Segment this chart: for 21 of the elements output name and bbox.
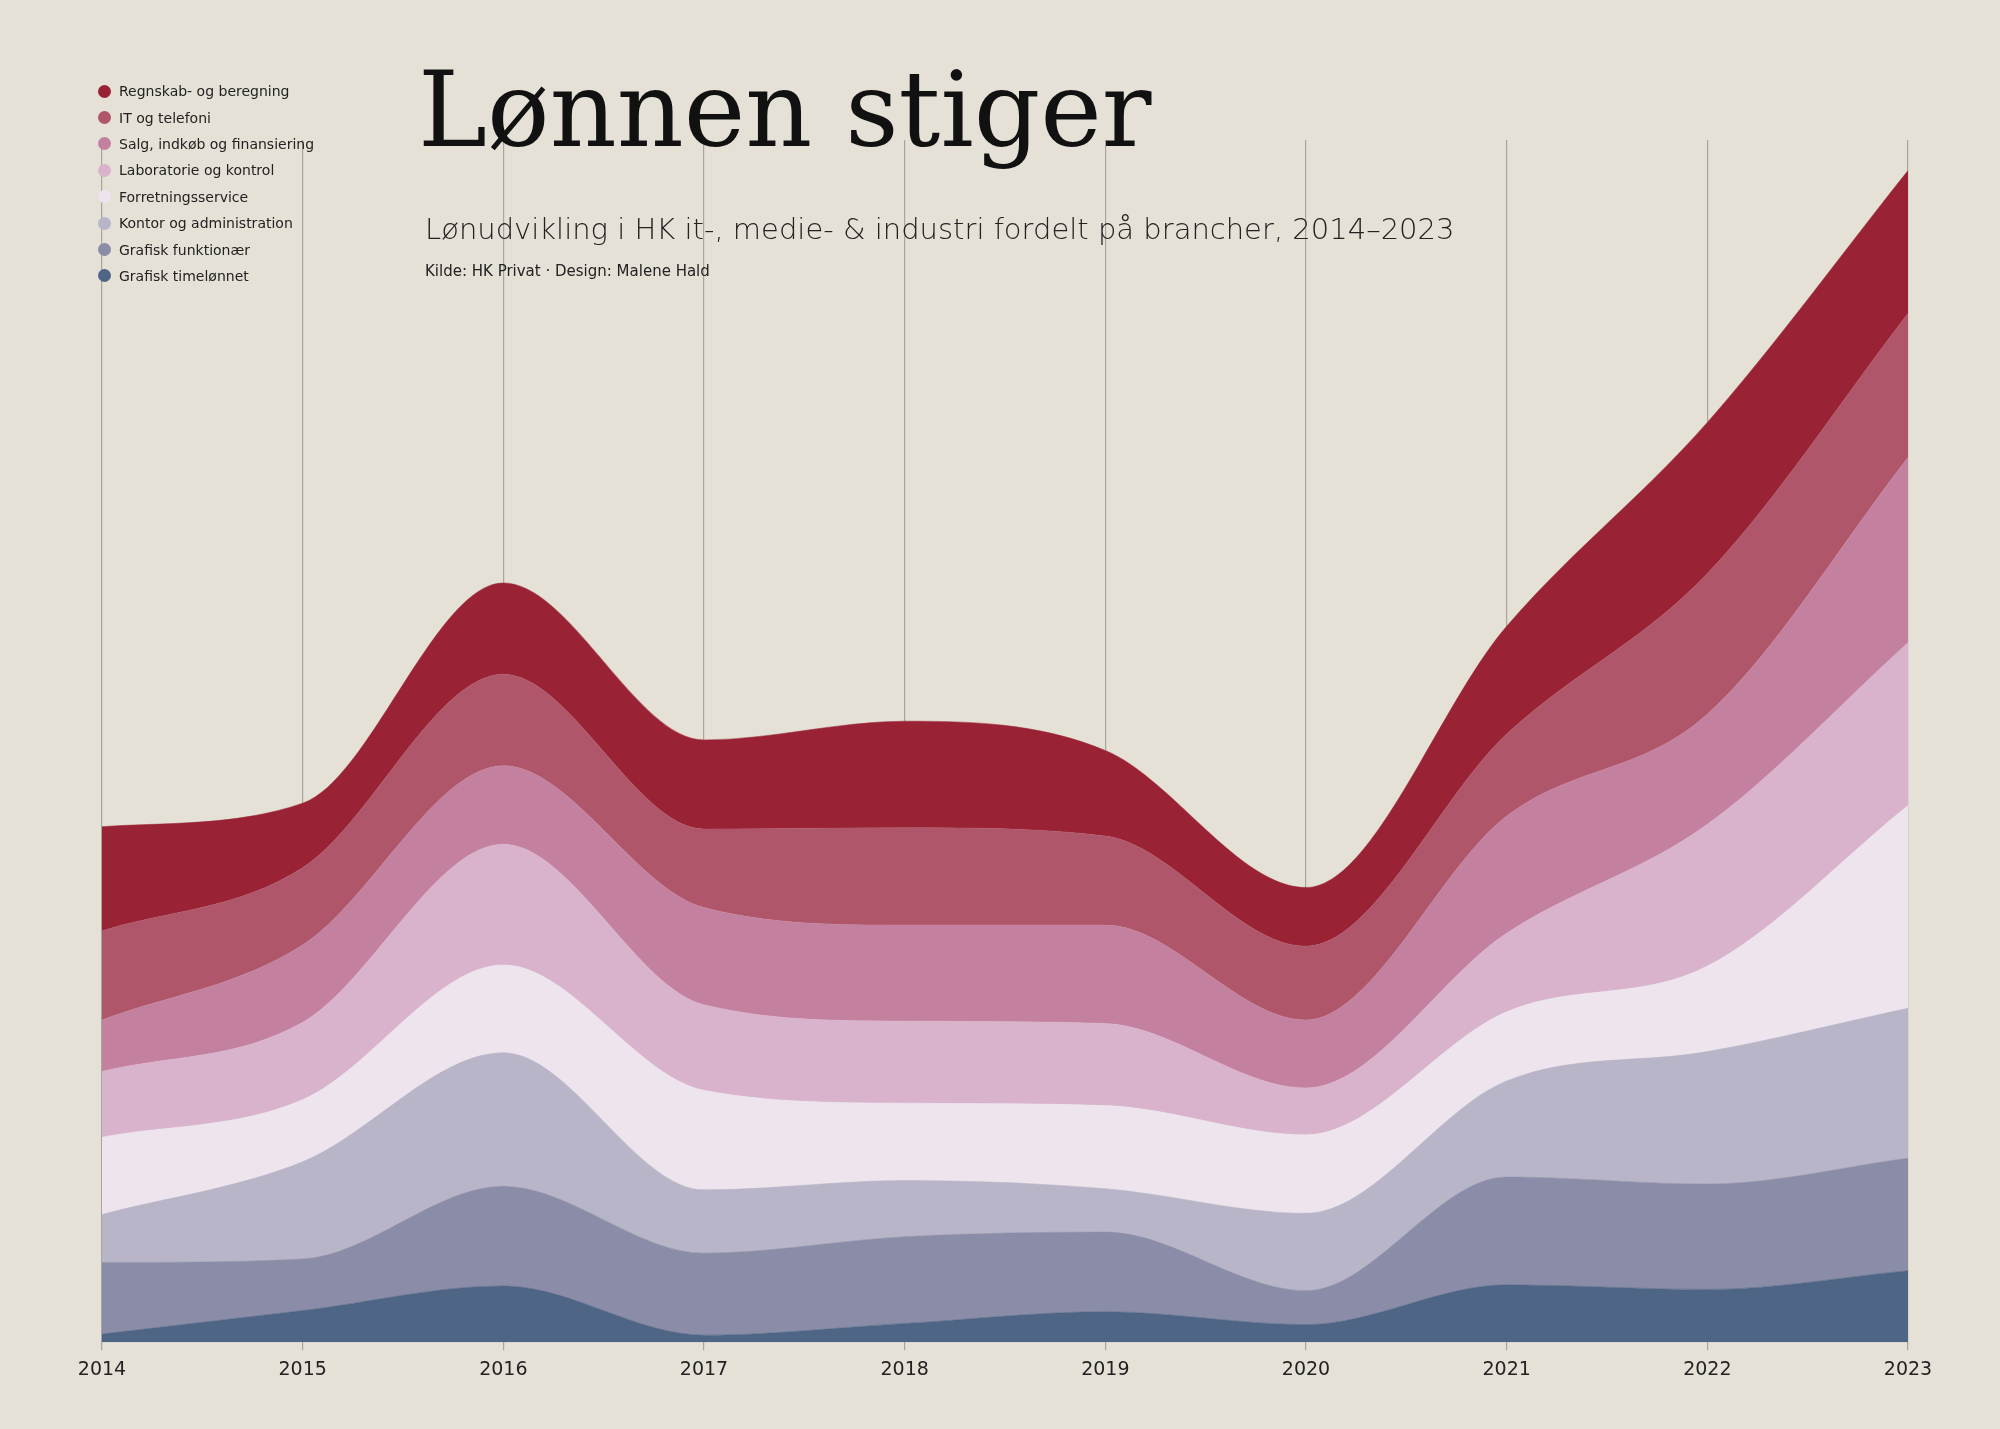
chart-title: Lønnen stiger: [418, 48, 1152, 173]
legend-label: Grafisk funktionær: [119, 241, 250, 258]
x-tick-label: 2018: [880, 1356, 929, 1379]
x-tick-label: 2019: [1081, 1356, 1130, 1379]
x-tick-label: 2015: [278, 1356, 327, 1379]
x-tick-label: 2020: [1281, 1356, 1331, 1379]
x-tick-label: 2023: [1883, 1356, 1933, 1379]
legend-label: Forretningsservice: [119, 188, 249, 205]
legend-label: Regnskab- og beregning: [119, 83, 290, 100]
x-tick-label: 2014: [77, 1356, 127, 1379]
annotation: Kilde: HK Privat · Design: Malene Hald: [425, 262, 710, 280]
legend-label: IT og telefoni: [119, 109, 211, 126]
legend-label: Kontor og administration: [119, 215, 293, 232]
x-tick-label: 2021: [1482, 1356, 1531, 1379]
legend-label: Grafisk timelønnet: [119, 267, 249, 284]
x-tick-label: 2016: [479, 1356, 528, 1379]
x-tick-label: 2017: [679, 1356, 729, 1379]
text: Lønudvikling i HK it-, medie- & industri fordelt på brancher, 2014–2023: [425, 212, 1455, 246]
legend-label: Laboratorie og kontrol: [119, 162, 275, 179]
x-tick-label: 2022: [1683, 1356, 1732, 1379]
legend-label: Salg, indkøb og finansiering: [119, 135, 315, 152]
